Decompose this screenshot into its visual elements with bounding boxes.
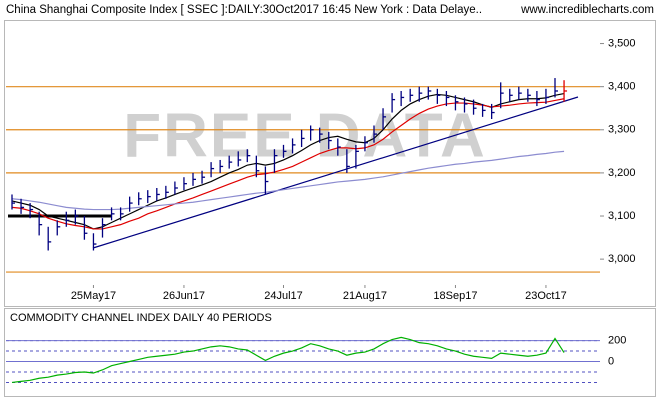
chart-title: China Shanghai Composite Index [ SSEC ]:… [6, 4, 482, 16]
cci-title: COMMODITY CHANNEL INDEX DAILY 40 PERIODS [10, 312, 272, 324]
x-tick-label: 25May17 [71, 290, 116, 302]
x-tick-label: 24Jul17 [264, 290, 303, 302]
y-tick-label: 3,200 [608, 167, 636, 179]
x-tick-label: 21Aug17 [343, 290, 387, 302]
cci-line [11, 336, 565, 384]
moving-average [11, 92, 565, 230]
x-tick-label: 18Sep17 [433, 290, 477, 302]
y-tick-label: 3,400 [608, 81, 636, 93]
y-tick-label: 200 [608, 334, 626, 346]
y-tick-label: 3,300 [608, 124, 636, 136]
watermark: FREE DATA [123, 101, 487, 170]
y-tick-label: 3,500 [608, 37, 636, 49]
trendline [92, 96, 579, 249]
y-tick-label: 3,000 [608, 253, 636, 265]
moving-average [11, 150, 565, 211]
source: www.incrediblecharts.com [520, 4, 654, 16]
y-tick-label: 0 [608, 355, 614, 367]
price-panel [4, 20, 656, 307]
y-tick-label: 3,100 [608, 210, 636, 222]
x-tick-label: 26Jun17 [163, 290, 205, 302]
x-tick-label: 23Oct17 [525, 290, 567, 302]
moving-average [11, 98, 565, 230]
